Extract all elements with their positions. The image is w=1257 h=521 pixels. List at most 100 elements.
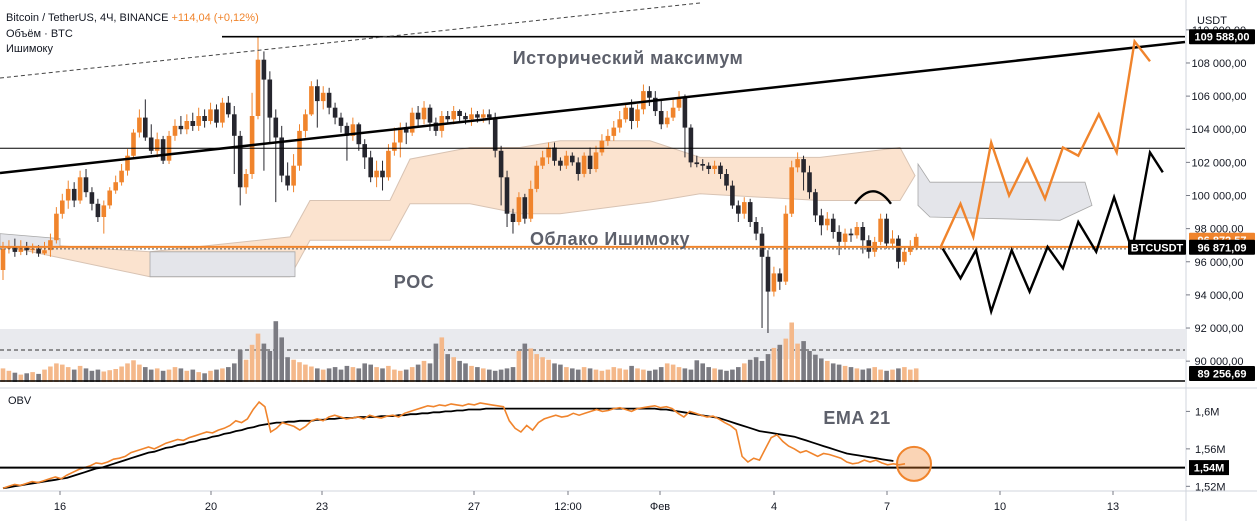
volume-bar	[783, 338, 789, 382]
volume-bar	[131, 360, 136, 382]
candle-body	[498, 150, 504, 178]
candle-body	[190, 121, 196, 126]
time-axis[interactable]: 16 20 23 27 12:00 Фев 4 7 10 13	[54, 491, 1119, 513]
volume-bar	[789, 322, 794, 382]
volume-bar	[42, 369, 47, 382]
candle-body	[516, 197, 522, 222]
volume-bar	[670, 364, 676, 382]
candle-body	[243, 174, 249, 188]
candle-body	[617, 119, 622, 128]
time-tick-label: 7	[884, 501, 890, 513]
volume-bar	[439, 337, 445, 382]
volume-bar	[534, 354, 539, 382]
volume-bar	[658, 367, 664, 382]
volume-bar	[753, 357, 759, 382]
volume-indicator-label[interactable]: Объём · BTC	[6, 27, 73, 40]
volume-bar	[403, 369, 409, 382]
volume-bar	[475, 367, 480, 382]
candle-body	[670, 107, 676, 118]
volume-bar	[558, 364, 563, 382]
candle-body	[392, 142, 397, 151]
candle-body	[510, 213, 516, 222]
volume-bar	[759, 360, 765, 382]
candle-body	[522, 197, 528, 219]
volume-bar	[777, 344, 783, 382]
time-tick-label: 16	[54, 501, 66, 513]
candle-body	[492, 117, 498, 151]
candle-body	[42, 250, 47, 254]
candle-body	[546, 147, 551, 158]
candle-body	[641, 91, 646, 110]
candle-body	[913, 236, 919, 247]
volume-bar	[392, 369, 397, 382]
candle-body	[143, 117, 148, 138]
volume-bar	[261, 343, 267, 382]
candle-body	[137, 117, 142, 133]
volume-bar	[320, 369, 326, 382]
price-tick-label: 104 000,00	[1191, 124, 1246, 136]
volume-bar	[884, 370, 889, 382]
volume-bar	[65, 367, 71, 382]
candle-body	[403, 127, 409, 133]
volume-bar	[154, 368, 160, 382]
ichimoku-indicator-label[interactable]: Ишимоку	[6, 43, 53, 55]
volume-bar	[208, 370, 213, 382]
candle-body	[813, 192, 818, 216]
candle-body	[386, 150, 391, 178]
candle-body	[469, 114, 474, 120]
candle-body	[154, 139, 160, 151]
volume-bar	[795, 343, 800, 382]
volume-bar	[581, 367, 587, 382]
candle-body	[593, 152, 599, 169]
candles	[0, 36, 919, 333]
volume-bar	[202, 373, 207, 382]
time-tick-label: 10	[994, 501, 1006, 513]
candle-body	[611, 127, 617, 136]
volume-bar	[386, 365, 391, 382]
cloud-bull	[0, 140, 916, 278]
candle-body	[688, 127, 694, 163]
candle-body	[332, 107, 338, 118]
candle-body	[427, 107, 433, 123]
candle-body	[261, 59, 267, 80]
volume-bar	[890, 369, 895, 382]
candle-body	[564, 155, 569, 166]
candle-body	[890, 238, 895, 244]
volume-bar	[190, 369, 196, 382]
candle-body	[65, 188, 71, 201]
cloud-bear-future	[917, 162, 1093, 221]
candle-body	[279, 137, 284, 176]
volume-bar	[421, 360, 427, 382]
candle-body	[36, 248, 41, 254]
volume-bar	[724, 370, 729, 382]
volume-bar	[647, 370, 652, 382]
volume-bar	[570, 368, 575, 382]
price-tag-label: BTCUSDT	[1131, 242, 1184, 254]
price-tag-label: 109 588,00	[1194, 32, 1249, 44]
volume-bar	[575, 369, 581, 382]
candle-body	[208, 109, 213, 121]
volume-bar	[522, 343, 528, 382]
candle-body	[344, 125, 350, 136]
volume-bar	[825, 360, 830, 382]
candle-body	[196, 116, 201, 126]
volume-bar	[872, 367, 877, 382]
volume-bar	[374, 367, 379, 382]
currency-label[interactable]: USDT	[1197, 15, 1227, 27]
candle-body	[303, 114, 308, 131]
volume-bar	[279, 337, 284, 382]
volume-bar	[338, 369, 344, 382]
volume-bar	[113, 369, 118, 382]
volume-bar	[243, 359, 249, 382]
candle-body	[119, 170, 124, 183]
volume-bar	[249, 344, 255, 382]
candle-body	[184, 121, 190, 130]
candle-body	[285, 175, 290, 186]
volume-bar	[629, 365, 634, 382]
symbol-title[interactable]: Bitcoin / TetherUS, 4Ч, BINANCE	[6, 12, 169, 24]
candle-body	[908, 246, 913, 252]
candle-body	[575, 162, 581, 174]
